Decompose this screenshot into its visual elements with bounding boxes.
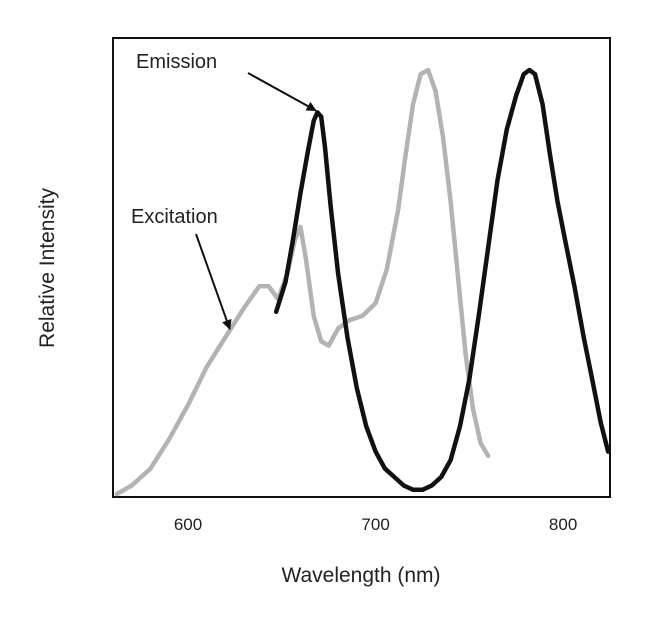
plot-frame (112, 37, 611, 498)
x-tick-label: 800 (549, 515, 577, 534)
emission-annotation-label: Emission (136, 51, 217, 73)
x-tick-label: 700 (361, 515, 389, 534)
annotation-layer: Emission Excitation (131, 51, 317, 331)
series-layer (114, 67, 611, 497)
emission-annotation-arrow (247, 72, 317, 112)
x-axis-label: Wavelength (nm) (281, 564, 440, 587)
x-tick-layer: 600 700 800 (174, 515, 577, 534)
y-axis-label: Relative Intensity (36, 188, 59, 348)
x-tick-label: 600 (174, 515, 202, 534)
excitation-series-line (114, 67, 491, 497)
excitation-annotation-label: Excitation (131, 206, 218, 228)
excitation-annotation-arrow (195, 233, 232, 331)
emission-series-line (273, 67, 611, 493)
